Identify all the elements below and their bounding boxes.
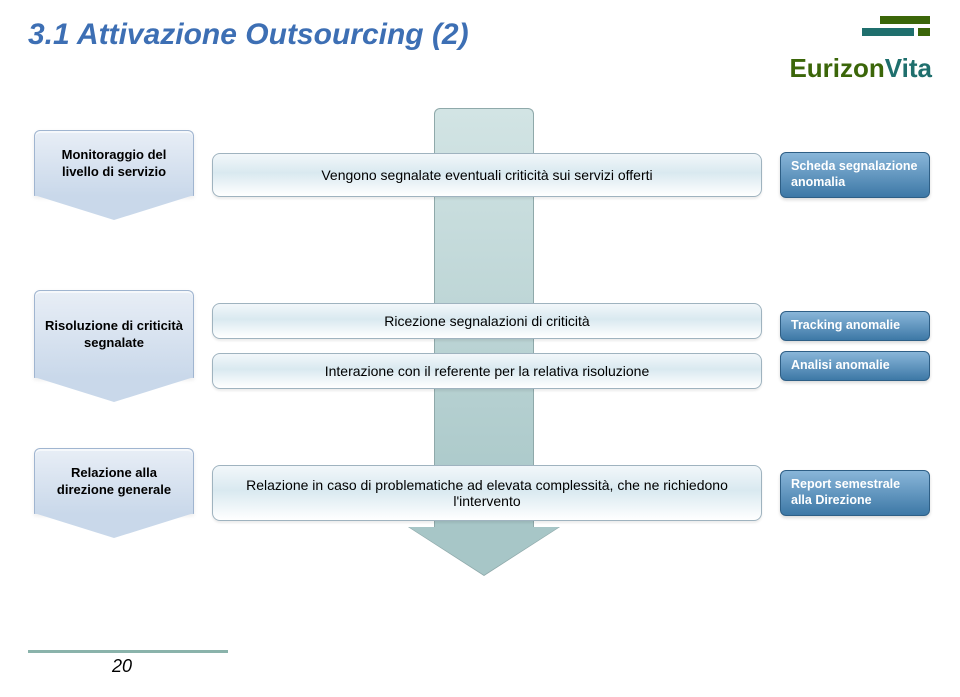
chevron-down-icon	[34, 377, 194, 402]
logo-text: EurizonVita	[789, 53, 932, 84]
stage-label: Risoluzione di criticità segnalate	[34, 290, 194, 378]
outputs-column: Report semestrale alla Direzione	[780, 470, 930, 515]
stage-chevron: Risoluzione di criticità segnalate	[34, 290, 194, 402]
footer-rule	[28, 650, 228, 653]
stage-label: Relazione alla direzione generale	[34, 448, 194, 514]
page-number: 20	[112, 656, 132, 677]
output-badge: Scheda segnalazione anomalia	[780, 152, 930, 197]
output-badge: Analisi anomalie	[780, 351, 930, 381]
logo-text-2: Vita	[885, 53, 932, 83]
stage-chevron: Relazione alla direzione generale	[34, 448, 194, 538]
chevron-down-icon	[34, 513, 194, 538]
page-title: 3.1 Attivazione Outsourcing (2)	[28, 18, 469, 52]
process-row: Risoluzione di criticità segnalate Ricez…	[34, 290, 930, 402]
activity-bar: Interazione con il referente per la rela…	[212, 353, 762, 389]
process-row: Relazione alla direzione generale Relazi…	[34, 448, 930, 538]
output-badge: Tracking anomalie	[780, 311, 930, 341]
stage-bars: Vengono segnalate eventuali criticità su…	[212, 153, 762, 197]
activity-bar: Vengono segnalate eventuali criticità su…	[212, 153, 762, 197]
logo-bar-top-icon	[880, 16, 930, 24]
chevron-down-icon	[34, 195, 194, 220]
stage-label: Monitoraggio del livello di servizio	[34, 130, 194, 196]
outputs-column: Tracking anomalie Analisi anomalie	[780, 311, 930, 380]
activity-bar: Ricezione segnalazioni di criticità	[212, 303, 762, 339]
logo-bar-left-icon	[862, 28, 914, 36]
stage-bars: Relazione in caso di problematiche ad el…	[212, 465, 762, 521]
process-row: Monitoraggio del livello di servizio Ven…	[34, 130, 930, 220]
activity-bar: Relazione in caso di problematiche ad el…	[212, 465, 762, 521]
outputs-column: Scheda segnalazione anomalia	[780, 152, 930, 197]
logo-mark	[862, 16, 932, 47]
stage-bars: Ricezione segnalazioni di criticità Inte…	[212, 303, 762, 389]
logo-text-1: Eurizon	[789, 53, 884, 83]
logo-bar-right-icon	[918, 28, 930, 36]
stage-chevron: Monitoraggio del livello di servizio	[34, 130, 194, 220]
output-badge: Report semestrale alla Direzione	[780, 470, 930, 515]
brand-logo: EurizonVita	[789, 16, 932, 84]
